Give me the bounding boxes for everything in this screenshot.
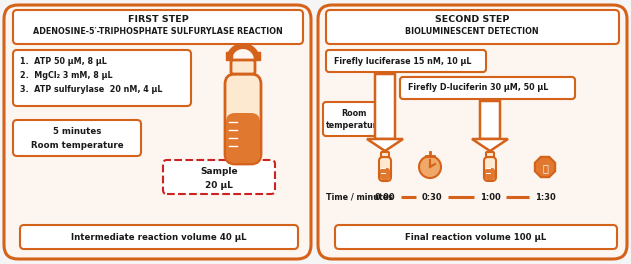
Text: SECOND STEP: SECOND STEP <box>435 16 509 25</box>
FancyBboxPatch shape <box>326 50 486 72</box>
Polygon shape <box>472 139 508 151</box>
FancyBboxPatch shape <box>379 157 391 181</box>
Polygon shape <box>535 157 555 177</box>
Circle shape <box>419 156 441 178</box>
FancyBboxPatch shape <box>231 60 255 74</box>
FancyBboxPatch shape <box>318 5 627 259</box>
Text: 0:30: 0:30 <box>422 192 442 201</box>
Text: 0:00: 0:00 <box>375 192 395 201</box>
FancyBboxPatch shape <box>323 102 385 136</box>
FancyBboxPatch shape <box>484 157 496 181</box>
Text: 1:00: 1:00 <box>480 192 500 201</box>
Text: Firefly D-luciferin 30 μM, 50 μL: Firefly D-luciferin 30 μM, 50 μL <box>408 83 548 92</box>
Text: Firefly luciferase 15 nM, 10 μL: Firefly luciferase 15 nM, 10 μL <box>334 56 471 65</box>
Polygon shape <box>367 139 403 151</box>
Text: ✋: ✋ <box>542 163 548 173</box>
FancyBboxPatch shape <box>381 152 389 157</box>
Text: ADENOSINE-5′-TRIPHOSPHATE SULFURYLASE REACTION: ADENOSINE-5′-TRIPHOSPHATE SULFURYLASE RE… <box>33 27 283 36</box>
FancyBboxPatch shape <box>226 113 260 163</box>
Text: 3.  ATP sulfurylase  20 nM, 4 μL: 3. ATP sulfurylase 20 nM, 4 μL <box>20 86 163 95</box>
FancyBboxPatch shape <box>13 10 303 44</box>
FancyBboxPatch shape <box>485 168 495 180</box>
Text: 1.  ATP 50 μM, 8 μL: 1. ATP 50 μM, 8 μL <box>20 58 107 67</box>
Text: FIRST STEP: FIRST STEP <box>127 16 189 25</box>
FancyBboxPatch shape <box>326 10 619 44</box>
Text: BIOLUMINESCENT DETECTION: BIOLUMINESCENT DETECTION <box>405 27 539 36</box>
Text: Room temperature: Room temperature <box>31 140 123 149</box>
Text: temperature: temperature <box>326 120 382 130</box>
FancyBboxPatch shape <box>335 225 617 249</box>
FancyBboxPatch shape <box>486 152 494 157</box>
FancyBboxPatch shape <box>13 120 141 156</box>
FancyBboxPatch shape <box>400 77 575 99</box>
Text: 20 μL: 20 μL <box>205 181 233 190</box>
Text: Sample: Sample <box>200 167 238 176</box>
Text: 5 minutes: 5 minutes <box>53 128 101 136</box>
Text: Time / minutes: Time / minutes <box>326 192 393 201</box>
FancyBboxPatch shape <box>163 160 275 194</box>
Text: 1:30: 1:30 <box>534 192 555 201</box>
FancyBboxPatch shape <box>225 74 261 164</box>
Text: Room: Room <box>341 109 367 117</box>
Text: 2.  MgCl₂ 3 mM, 8 μL: 2. MgCl₂ 3 mM, 8 μL <box>20 72 112 81</box>
Text: Intermediate reaction volume 40 μL: Intermediate reaction volume 40 μL <box>71 233 247 242</box>
FancyBboxPatch shape <box>480 101 500 139</box>
Polygon shape <box>226 43 260 58</box>
FancyBboxPatch shape <box>380 168 390 180</box>
FancyBboxPatch shape <box>20 225 298 249</box>
FancyBboxPatch shape <box>4 5 311 259</box>
Text: Final reaction volume 100 μL: Final reaction volume 100 μL <box>405 233 546 242</box>
FancyBboxPatch shape <box>13 50 191 106</box>
FancyBboxPatch shape <box>375 74 395 139</box>
